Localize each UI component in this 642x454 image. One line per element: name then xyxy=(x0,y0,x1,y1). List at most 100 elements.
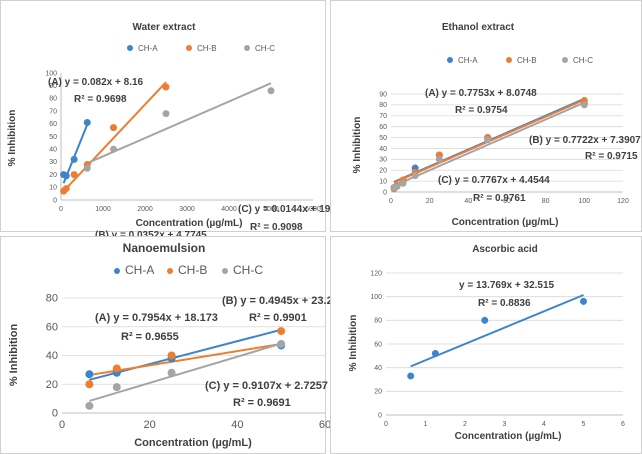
chart-2-data-point xyxy=(435,155,443,163)
chart-1-ytick-label: 90 xyxy=(49,83,57,90)
chart-2-data-point xyxy=(393,183,401,191)
chart-3-legend-label: CH-C xyxy=(233,263,263,277)
chart-4-x-axis-title: Concentration (µg/mL) xyxy=(455,431,562,442)
chart-1-data-point xyxy=(162,110,170,118)
chart-1-ytick-label: 10 xyxy=(49,185,57,192)
chart-4-data-point xyxy=(431,349,439,357)
chart-1-ytick-label: 30 xyxy=(49,159,57,166)
chart-3-ytick-label: 40 xyxy=(46,350,58,362)
chart-1-equation-label: (C) y = 0.0144x + 19.961 xyxy=(238,204,350,215)
chart-2-equation-label: R² = 0.9715 xyxy=(585,151,638,162)
chart-3-equation-label: R² = 0.9901 xyxy=(249,312,307,324)
chart-2-xtick-label: 60 xyxy=(503,198,511,205)
chart-1-data-point xyxy=(162,83,170,91)
chart-2-legend-label: CH-C xyxy=(573,56,593,65)
chart-2-ytick-label: 0 xyxy=(383,189,387,196)
chart-3-legend-marker xyxy=(222,268,228,274)
chart-3-trendline xyxy=(89,342,282,402)
chart-3-equation-label: (C) y = 0.9107x + 2.7257 xyxy=(205,380,328,392)
chart-2-equation-label: (C) y = 0.7767x + 4.4544 xyxy=(438,175,550,186)
chart-1-title: Water extract xyxy=(133,22,197,33)
chart-2-ytick-label: 70 xyxy=(379,113,387,120)
chart-1-ytick-label: 60 xyxy=(49,121,57,128)
chart-1-data-point xyxy=(62,172,70,180)
chart-4-ytick-label: 40 xyxy=(374,365,382,372)
chart-1-ytick-label: 70 xyxy=(49,108,57,115)
chart-1-data-point xyxy=(83,119,91,127)
chart-4-xtick-label: 1 xyxy=(424,421,428,428)
chart-1-legend-marker xyxy=(186,45,192,51)
chart-1-xtick-label: 6000 xyxy=(305,206,321,213)
chart-3-x-axis-title: Concentration (µg/mL) xyxy=(134,437,252,449)
chart-1-xtick-label: 5000 xyxy=(263,206,279,213)
chart-4-ytick-label: 20 xyxy=(374,389,382,396)
chart-1-data-point xyxy=(70,155,78,163)
chart-1-data-point xyxy=(62,185,70,193)
chart-2-x-axis-title: Concentration (µg/mL) xyxy=(452,217,559,228)
chart-4-ytick-label: 80 xyxy=(374,318,382,325)
chart-4-xtick-label: 6 xyxy=(621,421,625,428)
chart-3-xtick-label: 20 xyxy=(144,419,156,431)
chart-3-equation-label: R² = 0.9655 xyxy=(121,331,179,343)
chart-3-title: Nanoemulsion xyxy=(123,241,206,255)
chart-2-ytick-label: 50 xyxy=(379,135,387,142)
chart-2-ytick-label: 30 xyxy=(379,157,387,164)
chart-2-data-point xyxy=(399,179,407,187)
chart-3-data-point xyxy=(85,370,94,379)
chart-1-legend-label: CH-C xyxy=(255,44,275,53)
chart-2-data-point xyxy=(484,136,492,144)
chart-1-xtick-label: 4000 xyxy=(221,206,237,213)
chart-1-equation-label: (B) y = 0.0352x + 4.7745 xyxy=(95,230,207,241)
chart-1-ytick-label: 80 xyxy=(49,96,57,103)
chart-3-xtick-label: 40 xyxy=(231,419,243,431)
chart-1-data-point xyxy=(110,145,117,153)
chart-1-x-axis-title: Concentration (µg/mL) xyxy=(136,218,243,229)
chart-1-ytick-label: 100 xyxy=(45,70,57,77)
chart-3-equation-label: (B) y = 0.4945x + 23.262 xyxy=(222,295,345,307)
chart-4-y-axis-title: % Inhibition xyxy=(348,315,359,372)
chart-4-data-point xyxy=(580,297,587,305)
chart-2-ytick-label: 10 xyxy=(379,178,387,185)
chart-3-ytick-label: 80 xyxy=(46,293,58,305)
chart-3-legend-marker xyxy=(167,268,173,274)
chart-2-trendline xyxy=(393,101,585,187)
chart-4-ytick-label: 60 xyxy=(374,341,382,348)
chart-4-ytick-label: 100 xyxy=(370,294,382,301)
chart-1-ytick-label: 40 xyxy=(49,147,57,154)
chart-2-equation-label: (A) y = 0.7753x + 8.0748 xyxy=(425,88,537,99)
chart-1-data-point xyxy=(267,87,275,95)
chart-2-legend-marker xyxy=(506,57,512,63)
chart-1-legend-label: CH-A xyxy=(138,44,158,53)
chart-4-ytick-label: 0 xyxy=(378,412,382,419)
chart-1-ytick-label: 0 xyxy=(53,197,57,204)
chart-3-data-point xyxy=(167,351,176,360)
chart-1-equation-label: R² = 0.9698 xyxy=(74,94,127,105)
chart-4-xtick-label: 0 xyxy=(384,421,388,428)
chart-1-xtick-label: 2000 xyxy=(137,206,153,213)
chart-1-data-point xyxy=(70,171,78,179)
chart-3-data-point xyxy=(112,383,121,392)
chart-3-xtick-label: 60 xyxy=(319,419,331,431)
chart-2-xtick-label: 100 xyxy=(578,198,590,205)
chart-2-xtick-label: 120 xyxy=(617,198,629,205)
chart-3-equation-label: R² = 0.9691 xyxy=(233,397,291,409)
chart-2-ytick-label: 90 xyxy=(379,91,387,98)
chart-3-trendline xyxy=(89,328,282,381)
chart-3-data-point xyxy=(85,380,94,389)
chart-3-data-point xyxy=(277,327,286,336)
chart-1-ytick-label: 50 xyxy=(49,134,57,141)
chart-1-trendline xyxy=(62,81,167,192)
chart-3-legend-label: CH-A xyxy=(125,263,154,277)
chart-2-data-point xyxy=(580,101,588,109)
chart-2-xtick-label: 20 xyxy=(426,198,434,205)
chart-4-equation-label: y = 13.769x + 32.515 xyxy=(459,280,555,291)
chart-2-title: Ethanol extract xyxy=(442,22,515,33)
chart-2-xtick-label: 80 xyxy=(542,198,550,205)
chart-1-xtick-label: 0 xyxy=(59,206,63,213)
chart-3-data-point xyxy=(167,368,176,377)
chart-3-legend-marker xyxy=(114,268,120,274)
chart-2-equation-label: R² = 0.9754 xyxy=(455,105,508,116)
chart-3-y-axis-title: % Inhibition xyxy=(8,324,20,387)
